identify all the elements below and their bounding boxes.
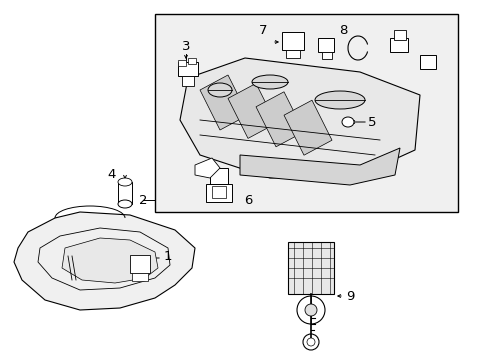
Bar [282,32,304,50]
Ellipse shape [306,338,314,346]
Bar [205,184,231,202]
Polygon shape [200,75,247,130]
Text: 6: 6 [244,194,252,207]
Bar [419,55,435,69]
Ellipse shape [251,75,287,89]
Polygon shape [284,100,331,155]
Polygon shape [240,148,399,185]
Ellipse shape [305,304,316,316]
Bar [321,52,331,59]
Text: 2: 2 [139,194,147,207]
Bar [155,14,457,212]
Bar [182,76,194,86]
Ellipse shape [207,83,231,97]
Ellipse shape [296,296,325,324]
Bar [285,50,299,58]
Bar [178,62,198,76]
Polygon shape [14,212,195,310]
Text: 7: 7 [258,23,267,36]
Polygon shape [180,58,419,178]
Polygon shape [227,84,275,138]
Ellipse shape [341,117,353,127]
Polygon shape [195,158,220,178]
Bar [178,60,185,66]
Bar [209,168,227,184]
Text: 3: 3 [182,40,190,53]
Polygon shape [256,92,304,147]
Text: 9: 9 [345,289,353,302]
Text: 5: 5 [367,116,375,129]
Text: 4: 4 [107,168,116,181]
Bar [317,38,333,52]
Bar [118,182,132,204]
Ellipse shape [314,91,364,109]
Bar [393,30,405,40]
Bar [212,186,225,198]
Bar [132,273,148,281]
Bar [389,38,407,52]
Ellipse shape [118,200,132,208]
Bar [130,255,150,273]
Text: 1: 1 [163,249,172,262]
Bar [287,242,333,294]
Bar [187,58,196,64]
Ellipse shape [118,178,132,186]
Text: 8: 8 [338,23,346,36]
Polygon shape [62,238,158,283]
